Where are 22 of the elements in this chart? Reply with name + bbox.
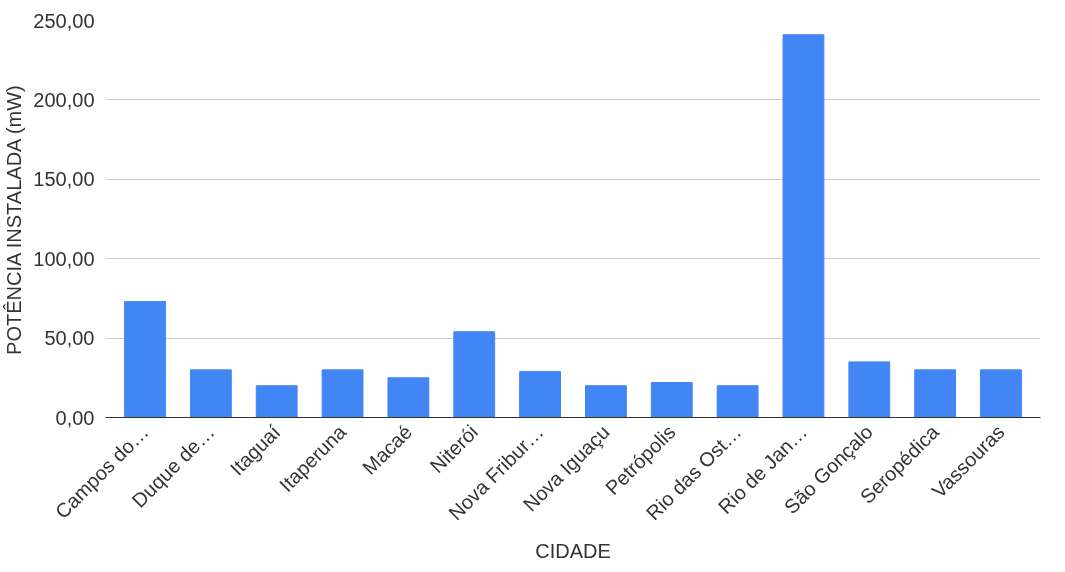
y-tick-label: 250,00 [33, 9, 95, 32]
bar [519, 370, 561, 418]
y-tick-label: 150,00 [33, 168, 95, 191]
bar [716, 385, 759, 418]
bar [585, 385, 627, 418]
x-axis-title: CIDADE [535, 540, 611, 563]
y-tick-label: 50,00 [44, 327, 95, 350]
bar [848, 361, 891, 418]
bar [650, 382, 693, 418]
bar [782, 34, 825, 418]
bar [914, 369, 957, 418]
bar [387, 377, 430, 418]
bar [255, 385, 298, 418]
bar [980, 369, 1022, 418]
bar [124, 301, 166, 418]
bar [453, 331, 496, 418]
y-tick-label: 100,00 [33, 247, 95, 270]
y-tick-label: 200,00 [33, 88, 95, 111]
bar [189, 369, 232, 418]
y-tick-label: 0,00 [55, 406, 95, 429]
bar [321, 369, 364, 418]
y-axis-title: POTÊNCIA INSTALADA (mW) [3, 85, 26, 355]
